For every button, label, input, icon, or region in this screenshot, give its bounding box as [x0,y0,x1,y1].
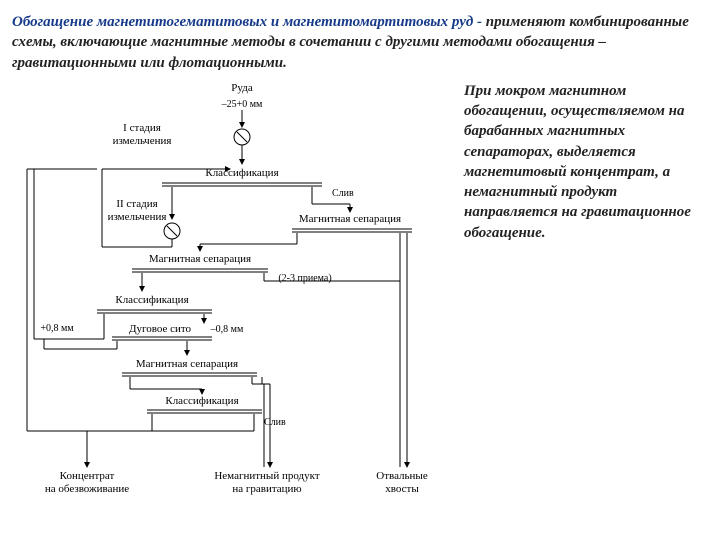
class3: Классификация [165,395,238,407]
out-nonmag-1: Немагнитный продукт [214,470,319,482]
node-size: –25+0 мм [221,99,263,110]
stage2-l2: измельчения [108,211,167,223]
side-paragraph: При мокром магнитном обогащении, осущест… [464,79,708,499]
magsep3: Магнитная сепарация [136,358,238,370]
magsep1: Магнитная сепарация [299,213,401,225]
out-conc-2: на обезвоживание [45,483,129,495]
sieve: Дуговое сито [129,323,192,335]
priema: (2-3 приема) [278,273,331,284]
sliv1: Слив [332,188,354,199]
minus08: –0,8 мм [210,324,244,335]
node-ore: Руда [231,82,253,94]
sliv2: Слив [264,417,286,428]
out-conc-1: Концентрат [60,470,115,482]
stage2-l1: II стадия [116,198,157,210]
out-nonmag-2: на гравитацию [232,483,301,495]
stage1-l2: измельчения [113,135,172,147]
out-tails-1: Отвальные [376,470,428,482]
out-tails-2: хвосты [385,483,419,495]
plus08: +0,8 мм [40,323,74,334]
heading-blue: Обогащение магнетитогематитовых и магнет… [12,14,486,30]
process-diagram: Руда –25+0 мм I стадия измельчения Класс… [12,79,452,499]
class2: Классификация [115,294,188,306]
magsep2: Магнитная сепарация [149,253,251,265]
stage1-l1: I стадия [123,122,161,134]
heading: Обогащение магнетитогематитовых и магнет… [12,12,708,73]
